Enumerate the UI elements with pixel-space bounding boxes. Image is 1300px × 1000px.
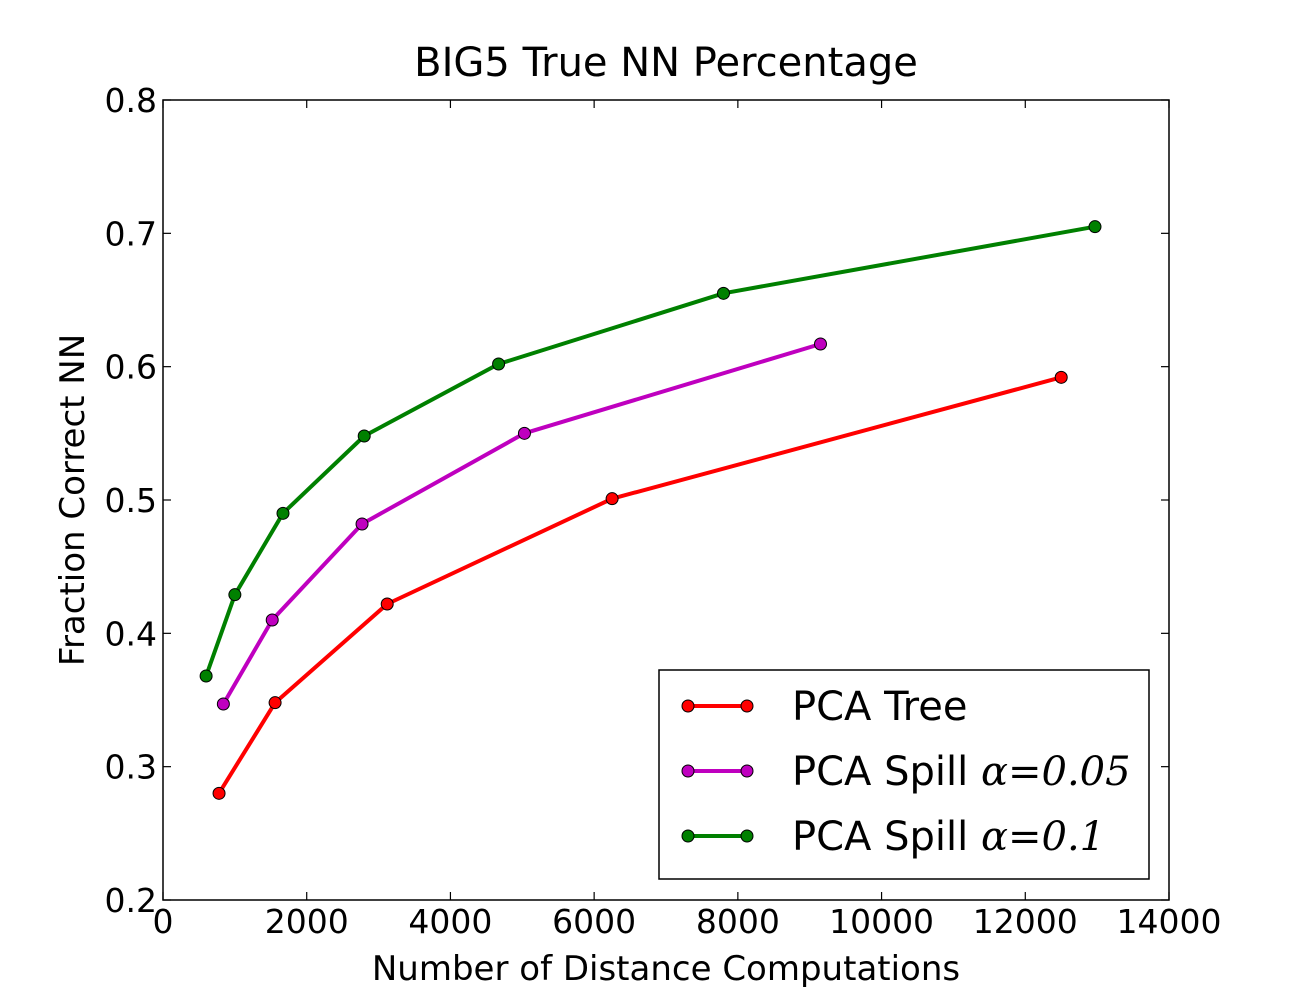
x-tick-label: 10000	[829, 902, 934, 941]
data-point	[605, 492, 619, 506]
legend-label: PCA Spill α=0.05	[792, 749, 1131, 795]
x-tick-label: 14000	[1117, 902, 1222, 941]
data-point	[380, 597, 394, 611]
legend-label: PCA Spill α=0.1	[792, 814, 1105, 860]
data-point	[1088, 220, 1102, 234]
legend-entry: PCA Spill α=0.1	[681, 814, 1105, 860]
y-tick-label: 0.2	[105, 881, 157, 920]
y-tick-label: 0.5	[105, 481, 157, 520]
legend-marker	[681, 829, 695, 843]
x-tick-label: 12000	[973, 902, 1078, 941]
legend-label-text: PCA Spill	[792, 814, 968, 860]
series-line	[221, 342, 822, 706]
y-tick-label: 0.3	[105, 748, 157, 787]
data-point	[813, 337, 827, 351]
chart-title: BIG5 True NN Percentage	[414, 40, 918, 86]
data-point	[265, 613, 279, 627]
data-point	[212, 786, 226, 800]
x-tick-label: 0	[153, 902, 174, 941]
y-tick-label: 0.4	[105, 614, 157, 653]
series-1	[216, 337, 827, 711]
legend-marker	[740, 699, 754, 713]
data-point	[276, 506, 290, 520]
legend-marker	[681, 699, 695, 713]
plot-area	[162, 99, 1170, 901]
legend-marker	[740, 764, 754, 778]
y-axis-label: Fraction Correct NN	[53, 334, 93, 666]
legend-label-text: PCA Spill	[792, 749, 968, 795]
data-point	[1054, 370, 1068, 384]
series-0	[212, 370, 1068, 800]
data-point	[199, 669, 213, 683]
legend-marker	[740, 829, 754, 843]
legend-label-math: α=0.1	[968, 814, 1105, 860]
data-point	[357, 429, 371, 443]
y-tick-label: 0.8	[105, 81, 157, 120]
x-tick-label: 8000	[696, 902, 780, 941]
legend-label-math: α=0.05	[968, 749, 1130, 795]
data-point	[716, 286, 730, 300]
legend-label-text: PCA Tree	[792, 684, 967, 730]
x-axis-label: Number of Distance Computations	[372, 949, 960, 989]
legend-marker	[681, 764, 695, 778]
legend-entry: PCA Tree	[681, 684, 967, 730]
x-tick-label: 4000	[408, 902, 492, 941]
data-point	[216, 697, 230, 711]
data-point	[228, 588, 242, 602]
x-tick-label: 2000	[265, 902, 349, 941]
data-point	[355, 517, 369, 531]
legend-entry: PCA Spill α=0.05	[681, 749, 1131, 795]
y-tick-label: 0.6	[105, 348, 157, 387]
y-tick-label: 0.7	[105, 214, 157, 253]
series-line	[204, 224, 1096, 677]
legend-label: PCA Tree	[792, 684, 967, 730]
data-point	[517, 426, 531, 440]
series-2	[199, 220, 1102, 683]
data-point	[492, 357, 506, 371]
axis-ticks: 0 2000 4000 6000 8000 10000 12000 14000 0.2 0.3 0.…	[105, 81, 1222, 941]
data-point	[268, 696, 282, 710]
series-layer	[199, 220, 1102, 800]
x-tick-label: 6000	[552, 902, 636, 941]
